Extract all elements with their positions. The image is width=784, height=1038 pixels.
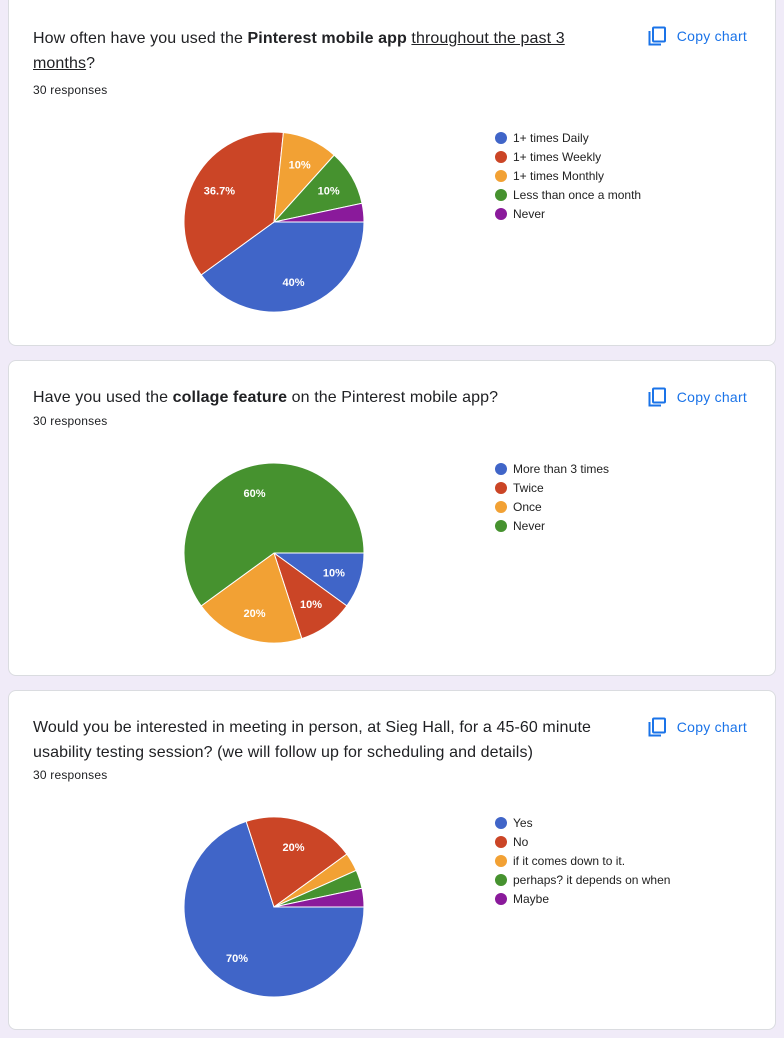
legend-item-no: No (495, 832, 670, 851)
legend-item-maybe: Maybe (495, 889, 670, 908)
slice-label-never: 60% (243, 488, 265, 500)
legend-swatch (495, 835, 507, 848)
pie-slice-1-times-daily[interactable] (200, 221, 365, 313)
chart-legend: More than 3 times Twice Once Never (495, 459, 609, 535)
pie-slice-1-times-weekly[interactable] (183, 131, 284, 276)
copy-icon (648, 717, 666, 737)
legend-label: No (513, 834, 529, 849)
copy-chart-label: Copy chart (676, 28, 747, 44)
legend-swatch (495, 207, 507, 220)
legend-label: More than 3 times (513, 461, 610, 476)
legend-label: 1+ times Monthly (513, 168, 605, 183)
legend-swatch (495, 854, 507, 867)
legend-swatch (495, 500, 507, 513)
pie-slice-never[interactable] (183, 462, 365, 607)
legend-item-twice: Twice (495, 478, 609, 497)
slice-label-no: 20% (282, 842, 304, 854)
response-count: 30 responses (33, 768, 108, 782)
legend-label: 1+ times Weekly (513, 149, 602, 164)
legend-swatch (495, 188, 507, 201)
legend-swatch (495, 481, 507, 494)
response-count: 30 responses (33, 83, 108, 97)
legend-item-less-than-once-a-month: Less than once a month (495, 185, 641, 204)
legend-item-never: Never (495, 516, 609, 535)
chart-card-frequency: How often have you used the Pinterest mo… (8, 0, 776, 346)
question-title: Have you used the collage feature on the… (33, 389, 499, 406)
legend-label: if it comes down to it. (513, 853, 626, 868)
slice-label-more-than-3-times: 10% (323, 568, 345, 580)
legend-label: Yes (513, 815, 533, 830)
legend-swatch (495, 873, 507, 886)
slice-label-1-times-weekly: 36.7% (204, 186, 235, 198)
pie-slice-maybe[interactable] (273, 887, 365, 908)
legend-label: Less than once a month (513, 187, 642, 202)
legend-swatch (495, 169, 507, 182)
response-count: 30 responses (33, 414, 108, 428)
slice-label-yes: 70% (226, 953, 248, 965)
legend-item-perhaps-it-depends-on-when: perhaps? it depends on when (495, 870, 670, 889)
pie-chart: 10% 10% 20% 60% (183, 462, 365, 644)
pie-slice-never[interactable] (273, 202, 365, 223)
legend-item-more-than-3-times: More than 3 times (495, 459, 609, 478)
legend-label: 1+ times Daily (513, 130, 589, 145)
question-title: Would you be interested in meeting in pe… (33, 719, 592, 761)
chart-card-collage: Have you used the collage feature on the… (8, 360, 776, 676)
pie-slice-no[interactable] (245, 816, 348, 908)
legend-swatch (495, 519, 507, 532)
legend-label: Maybe (513, 891, 550, 906)
legend-swatch (495, 892, 507, 905)
copy-icon (648, 26, 666, 46)
slice-label-1-times-daily: 40% (282, 277, 304, 289)
question-title: How often have you used the Pinterest mo… (33, 30, 565, 72)
slice-label-less-than-once-a-month: 10% (318, 186, 340, 198)
pie-slice-once[interactable] (200, 552, 303, 644)
slice-label-once: 20% (243, 608, 265, 620)
copy-chart-button[interactable]: Copy chart (647, 24, 747, 48)
slice-label-twice: 10% (300, 599, 322, 611)
pie-slice-yes[interactable] (183, 820, 365, 998)
pie-chart: 70% 20% (183, 816, 365, 998)
legend-label: Never (513, 518, 546, 533)
legend-item-1-times-monthly: 1+ times Monthly (495, 166, 641, 185)
chart-card-meeting: Would you be interested in meeting in pe… (8, 690, 776, 1030)
legend-item-never: Never (495, 204, 641, 223)
legend-swatch (495, 816, 507, 829)
legend-item-if-it-comes-down-to-it: if it comes down to it. (495, 851, 670, 870)
legend-label: Never (513, 206, 546, 221)
copy-chart-label: Copy chart (676, 719, 747, 735)
copy-icon (648, 387, 666, 407)
legend-item-once: Once (495, 497, 609, 516)
legend-swatch (495, 131, 507, 144)
legend-swatch (495, 150, 507, 163)
legend-item-1-times-weekly: 1+ times Weekly (495, 147, 641, 166)
pie-chart: 40% 36.7% 10% 10% (183, 131, 365, 313)
legend-item-yes: Yes (495, 813, 670, 832)
slice-label-1-times-monthly: 10% (289, 159, 311, 171)
legend-swatch (495, 462, 507, 475)
copy-chart-label: Copy chart (676, 389, 747, 405)
copy-chart-button[interactable]: Copy chart (647, 715, 747, 739)
legend-label: Twice (513, 480, 544, 495)
copy-chart-button[interactable]: Copy chart (647, 385, 747, 409)
legend-label: perhaps? it depends on when (513, 872, 671, 887)
legend-item-1-times-daily: 1+ times Daily (495, 128, 641, 147)
chart-legend: 1+ times Daily 1+ times Weekly 1+ times Mo… (495, 128, 641, 223)
chart-legend: Yes No if it comes down to it. perhaps? it … (495, 813, 670, 908)
legend-label: Once (513, 499, 542, 514)
